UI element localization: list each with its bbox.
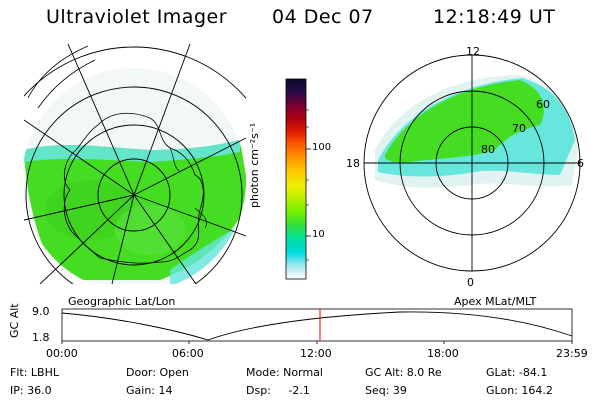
coastline [63, 112, 204, 264]
mlt-lines [364, 55, 580, 271]
info-mode: Mode: Normal [246, 366, 323, 379]
altitude-ylabel: GC Alt [8, 303, 21, 338]
info-ip: IP: 36.0 [10, 384, 52, 397]
mlt-label-6: 6 [577, 157, 584, 170]
mlt-label-18: 18 [346, 157, 360, 170]
time-tick-1: 06:00 [172, 347, 204, 360]
mlat-label-80: 80 [481, 143, 495, 156]
altitude-plot [61, 308, 573, 344]
time-tick-3: 18:00 [427, 347, 459, 360]
mlt-label-12: 12 [466, 45, 480, 58]
colorbar-tick-100: 100 [312, 142, 332, 153]
apex-emission [385, 80, 544, 163]
geographic-caption: Geographic Lat/Lon [68, 295, 176, 308]
color-bar [285, 78, 311, 280]
colorbar-tick-10: 10 [312, 229, 325, 240]
altitude-ymin: 1.8 [32, 331, 50, 344]
time-tick-4: 23:59 [556, 347, 588, 360]
apex-map [363, 54, 581, 272]
info-seq: Seq: 39 [365, 384, 407, 397]
time-tick-2: 12:00 [300, 347, 332, 360]
info-dsp: Dsp: -2.1 [246, 384, 310, 397]
geographic-map [24, 44, 246, 284]
lat-circles [24, 46, 246, 284]
mlt-label-0: 0 [467, 276, 474, 289]
info-gain: Gain: 14 [126, 384, 173, 397]
meridians [24, 44, 246, 284]
info-gc-alt: GC Alt: 8.0 Re [365, 366, 442, 379]
time-tick-0: 00:00 [46, 347, 78, 360]
info-door: Door: Open [126, 366, 189, 379]
info-flt: Flt: LBHL [10, 366, 59, 379]
apex-caption: Apex MLat/MLT [454, 295, 537, 308]
image-time: 12:18:49 UT [433, 6, 556, 28]
image-date: 04 Dec 07 [272, 6, 374, 28]
mlat-label-70: 70 [512, 122, 526, 135]
mlat-label-60: 60 [536, 98, 550, 111]
altitude-ymax: 9.0 [32, 305, 50, 318]
app-title: Ultraviolet Imager [46, 6, 228, 28]
altitude-curve [61, 311, 573, 341]
info-glat: GLat: -84.1 [486, 366, 548, 379]
info-glon: GLon: 164.2 [486, 384, 553, 397]
colorbar-unit-label: photon cm⁻²s⁻¹ [248, 122, 261, 208]
